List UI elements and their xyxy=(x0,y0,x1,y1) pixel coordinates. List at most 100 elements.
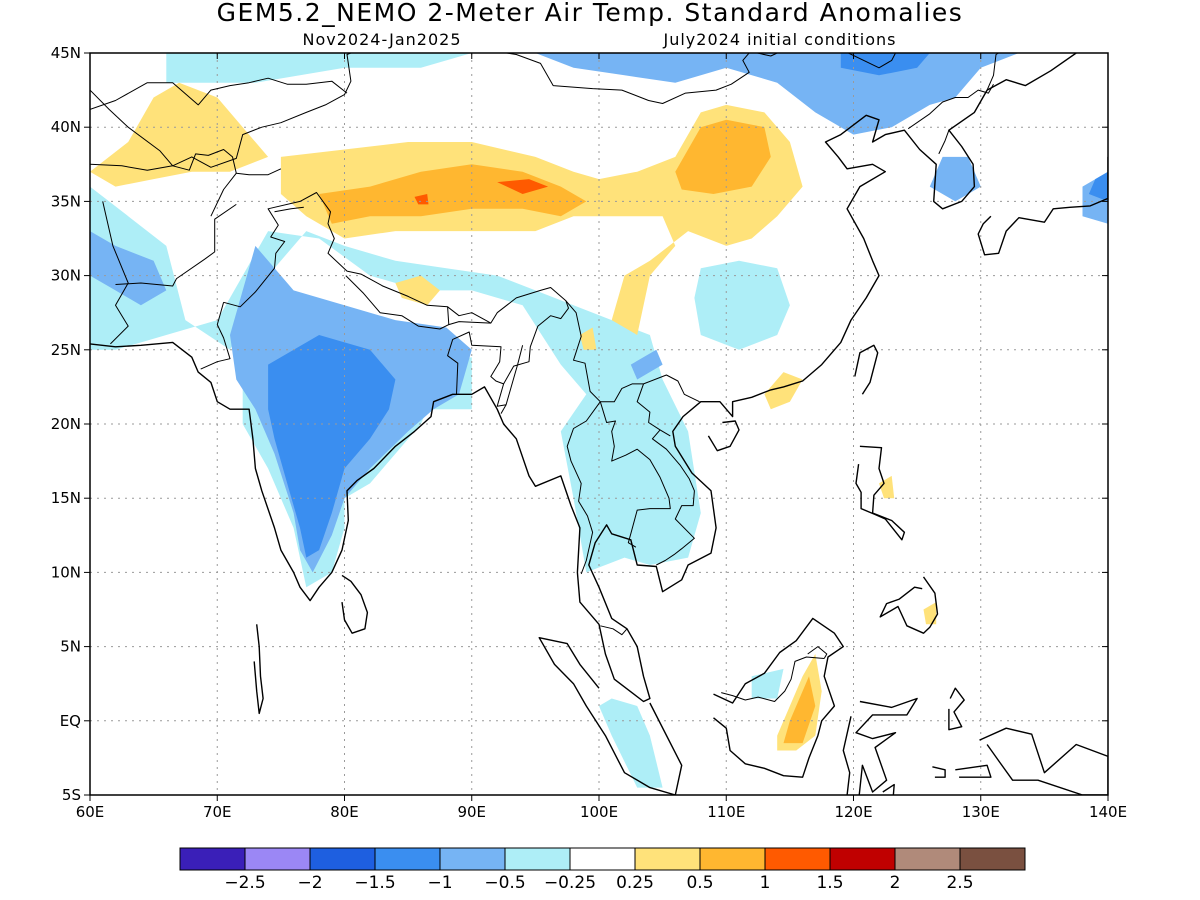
colorbar-swatch-12 xyxy=(959,847,1026,871)
country-border-0 xyxy=(102,201,129,345)
lat-tick-label-4: 25N xyxy=(51,341,81,359)
country-border-19 xyxy=(721,656,825,702)
lat-tick-label-6: 15N xyxy=(51,489,81,507)
country-border-10 xyxy=(447,306,492,324)
lon-tick-label-4: 100E xyxy=(580,803,618,821)
anomaly-region-2 xyxy=(694,260,790,350)
country-border-21 xyxy=(938,130,950,155)
lon-tick-label-5: 110E xyxy=(707,803,745,821)
country-border-layer xyxy=(90,53,999,702)
coastline-12 xyxy=(948,687,965,731)
colorbar-label-4: −0.5 xyxy=(484,873,525,893)
colorbar-label-3: −1 xyxy=(427,873,452,893)
anomaly-region-22 xyxy=(923,602,937,625)
country-border-12 xyxy=(500,404,507,414)
country-border-6 xyxy=(115,203,237,287)
coastline-11 xyxy=(882,783,895,795)
country-border-3 xyxy=(90,77,348,110)
colorbar-label-1: −2 xyxy=(297,873,322,893)
country-border-15 xyxy=(566,401,601,575)
lon-tick-label-7: 130E xyxy=(962,803,1000,821)
colorbar-label-0: −2.5 xyxy=(224,873,265,893)
colorbar: −2.5 −2 −1.5 −1 −0.5 −0.25 0.25 0.5 1 1.5 2 2.5 xyxy=(179,847,1026,893)
country-border-16 xyxy=(636,383,695,566)
coastline-15 xyxy=(253,624,264,715)
colorbar-swatch-9 xyxy=(764,847,831,871)
colorbar-label-11: 2.5 xyxy=(946,873,973,893)
country-border-25 xyxy=(848,53,896,69)
colorbar-label-9: 1.5 xyxy=(816,873,843,893)
map-title: GEM5.2_NEMO 2-Meter Air Temp. Standard A… xyxy=(217,0,964,27)
colorbar-label-2: −1.5 xyxy=(354,873,395,893)
colorbar-swatch-0 xyxy=(179,847,246,871)
lat-tick-label-10: 5S xyxy=(62,786,81,804)
coastline-6 xyxy=(842,697,918,795)
country-border-17 xyxy=(659,429,671,437)
colorbar-swatch-2 xyxy=(309,847,376,871)
coastline-4 xyxy=(538,637,683,795)
coastline-3 xyxy=(854,344,879,395)
lat-tick-label-5: 20N xyxy=(51,415,81,433)
country-border-1 xyxy=(90,53,352,171)
country-border-20 xyxy=(907,83,994,130)
anomaly-region-25 xyxy=(675,119,771,194)
anomaly-region-8 xyxy=(90,231,167,306)
coastline-13 xyxy=(932,766,946,778)
country-border-14 xyxy=(599,401,671,548)
colorbar-swatch-6 xyxy=(569,847,636,871)
country-border-2 xyxy=(90,89,174,167)
country-border-13 xyxy=(565,300,700,403)
lat-tick-label-0: 45N xyxy=(51,44,81,62)
anomaly-region-16 xyxy=(90,82,269,187)
anomaly-region-17 xyxy=(280,104,803,336)
colorbar-swatch-11 xyxy=(894,847,961,871)
anomaly-shading-layer xyxy=(90,53,1108,788)
colorbar-swatch-8 xyxy=(699,847,766,871)
coastline-2 xyxy=(707,420,740,452)
country-border-28 xyxy=(274,206,304,213)
anomaly-region-26 xyxy=(783,676,816,744)
anomaly-region-9 xyxy=(630,349,663,380)
country-border-11 xyxy=(447,331,504,395)
colorbar-label-8: 1 xyxy=(760,873,771,893)
country-border-4 xyxy=(172,149,282,176)
colorbar-swatch-4 xyxy=(439,847,506,871)
country-border-18 xyxy=(600,625,628,636)
anomaly-region-23 xyxy=(579,327,597,350)
country-border-8 xyxy=(200,302,231,370)
colorbar-label-10: 2 xyxy=(890,873,901,893)
coastline-1 xyxy=(341,574,369,634)
colorbar-label-6: 0.25 xyxy=(616,873,654,893)
anomaly-region-11 xyxy=(929,156,981,202)
colorbar-swatch-1 xyxy=(244,847,311,871)
lat-tick-label-8: 5N xyxy=(60,638,81,656)
coastline-8 xyxy=(879,576,939,634)
coastline-10 xyxy=(979,727,1108,795)
forecast-period-label: Nov2024-Jan2025 xyxy=(303,30,462,49)
anomaly-region-24 xyxy=(319,164,587,224)
lat-tick-label-9: EQ xyxy=(60,712,81,730)
lat-tick-label-7: 10N xyxy=(51,563,81,581)
coastline-0 xyxy=(90,53,1077,703)
country-border-24 xyxy=(478,53,779,104)
anomaly-region-5 xyxy=(166,53,472,83)
initial-conditions-label: July2024 initial conditions xyxy=(663,30,897,49)
axis-ticks-layer: 60E 70E 80E 90E 100E 110E 120E 130E 140E 45N 40N 35… xyxy=(51,44,1127,821)
colorbar-swatch-10 xyxy=(829,847,896,871)
colorbar-swatch-3 xyxy=(374,847,441,871)
graticule-layer xyxy=(90,53,1108,795)
coastline-14 xyxy=(955,764,992,778)
coastline-9 xyxy=(977,156,1108,256)
anomaly-region-19 xyxy=(764,372,803,410)
country-border-27 xyxy=(807,646,828,659)
anomaly-region-10 xyxy=(535,53,1019,135)
anomaly-region-18 xyxy=(395,275,440,306)
anomaly-region-13 xyxy=(268,335,396,558)
lon-tick-label-8: 140E xyxy=(1089,803,1127,821)
country-border-5 xyxy=(210,172,237,217)
colorbar-label-5: −0.25 xyxy=(544,873,596,893)
anomaly-region-27 xyxy=(497,179,549,194)
lon-tick-label-0: 60E xyxy=(76,803,105,821)
lon-tick-label-1: 70E xyxy=(203,803,232,821)
lon-tick-label-6: 120E xyxy=(834,803,872,821)
